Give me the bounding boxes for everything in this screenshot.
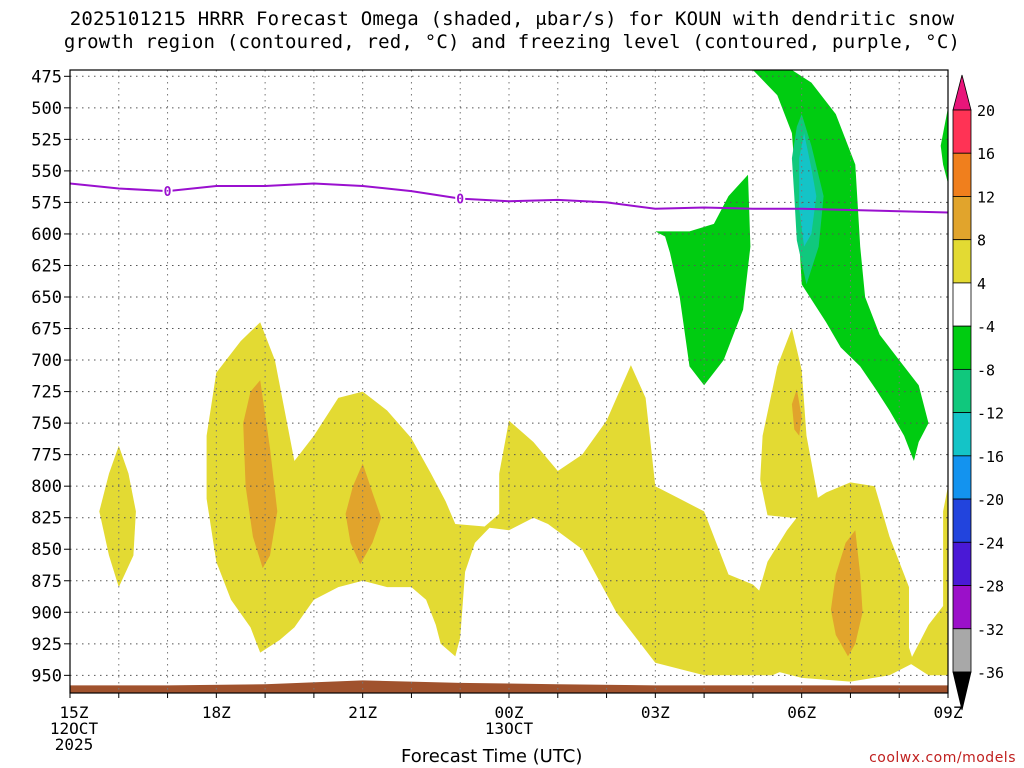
- colorbar-segment--24to-20: [952, 498, 972, 543]
- y-tick-label: 775: [31, 446, 62, 466]
- x-tick-label: 18Z: [202, 703, 231, 722]
- colorbar: 20 16 12 8 4 -4 -8 -12 -16 -20 -24 -28 -32 -36: [952, 74, 1004, 711]
- y-tick-label: 725: [31, 383, 62, 403]
- colorbar-label: 4: [977, 275, 986, 293]
- freezing-label-bg-1: [455, 191, 466, 206]
- chart-title: 2025101215 HRRR Forecast Omega (shaded, …: [0, 8, 1024, 54]
- omega-region-green-plume-03z: [655, 174, 751, 386]
- freezing-label-bg-0: [162, 184, 173, 199]
- freezing-level-label: 0: [164, 185, 172, 200]
- y-tick-label: 750: [31, 414, 62, 434]
- colorbar-label: -8: [977, 361, 995, 379]
- colorbar-segment-16to20: [952, 109, 972, 154]
- y-tick-label: 900: [31, 603, 62, 623]
- colorbar-segment-8to12: [952, 196, 972, 241]
- x-tick-label: 06Z: [787, 703, 816, 722]
- y-tick-label: 950: [31, 666, 62, 686]
- x-tick-label: 21Z: [348, 703, 377, 722]
- y-tick-label: 475: [31, 67, 62, 87]
- colorbar-segment--8to-4: [952, 325, 972, 370]
- chart-title-line2: growth region (contoured, red, °C) and f…: [63, 31, 961, 53]
- colorbar-top-arrow: [952, 74, 972, 111]
- colorbar-label: -24: [977, 534, 1004, 552]
- colorbar-label: -32: [977, 621, 1004, 639]
- y-tick-label: 875: [31, 572, 62, 592]
- colorbar-label: -20: [977, 491, 1004, 509]
- colorbar-segment--28to-24: [952, 541, 972, 586]
- plot-area: 00: [70, 70, 948, 693]
- terrain-ground: [70, 680, 948, 693]
- freezing-level-line: [70, 182, 948, 214]
- y-tick-label: 650: [31, 288, 62, 308]
- colorbar-segment-4to8: [952, 239, 972, 284]
- y-tick-label: 575: [31, 193, 62, 213]
- y-tick-label: 850: [31, 540, 62, 560]
- x-tick-label: 2025: [55, 735, 94, 754]
- x-tick-label: 13OCT: [485, 719, 534, 738]
- colorbar-segment--32to-28: [952, 585, 972, 630]
- omega-region-yellow-blob-early: [99, 445, 136, 588]
- x-tick-label: 12OCT: [50, 719, 99, 738]
- colorbar-label: 8: [977, 232, 986, 250]
- y-tick-label: 600: [31, 225, 62, 245]
- omega-region-green-sliver-edge: [940, 107, 948, 184]
- colorbar-label: -4: [977, 318, 995, 336]
- y-tick-label: 525: [31, 130, 62, 150]
- colorbar-label: -16: [977, 448, 1004, 466]
- omega-region-orange-core-05z: [791, 389, 802, 436]
- omega-region-yellow-blob-edge: [909, 486, 948, 676]
- y-tick-label: 825: [31, 509, 62, 529]
- y-tick-label: 500: [31, 99, 62, 119]
- omega-region-orange-core-07z: [830, 530, 863, 657]
- omega-region-cyan-core-06z: [799, 133, 817, 247]
- colorbar-segment--16to-12: [952, 412, 972, 457]
- colorbar-segment--4to4: [952, 282, 972, 327]
- colorbar-label: 20: [977, 102, 995, 120]
- y-tick-label: 675: [31, 320, 62, 340]
- source-credit[interactable]: coolwx.com/models: [869, 750, 1016, 766]
- colorbar-label: -28: [977, 578, 1004, 596]
- x-axis-label: Forecast Time (UTC): [401, 746, 583, 767]
- colorbar-segment--12to-8: [952, 368, 972, 414]
- chart-title-line1: 2025101215 HRRR Forecast Omega (shaded, …: [69, 8, 955, 30]
- omega-region-yellow-main-cluster: [206, 322, 788, 676]
- y-tick-label: 700: [31, 351, 62, 371]
- x-tick-label: 15Z: [60, 703, 89, 722]
- colorbar-segment--20to-16: [952, 455, 972, 500]
- colorbar-segment-12to16: [952, 152, 972, 197]
- omega-region-yellow-blob-late: [748, 482, 914, 682]
- omega-region-orange-core-19z: [243, 380, 278, 569]
- colorbar-label: -12: [977, 405, 1004, 423]
- y-tick-label: 925: [31, 635, 62, 655]
- colorbar-segment--36to-32: [952, 628, 972, 673]
- omega-region-orange-core-21z: [345, 463, 382, 565]
- x-tick-label: 03Z: [641, 703, 670, 722]
- colorbar-label: -36: [977, 664, 1004, 682]
- y-tick-label: 625: [31, 256, 62, 276]
- x-tick-label: 09Z: [934, 703, 963, 722]
- y-tick-label: 550: [31, 162, 62, 182]
- freezing-level-label: 0: [456, 193, 464, 208]
- x-tick-label: 00Z: [495, 703, 524, 722]
- y-tick-label: 800: [31, 477, 62, 497]
- colorbar-label: 12: [977, 188, 995, 206]
- colorbar-bottom-arrow: [952, 671, 972, 711]
- colorbar-label: 16: [977, 145, 995, 163]
